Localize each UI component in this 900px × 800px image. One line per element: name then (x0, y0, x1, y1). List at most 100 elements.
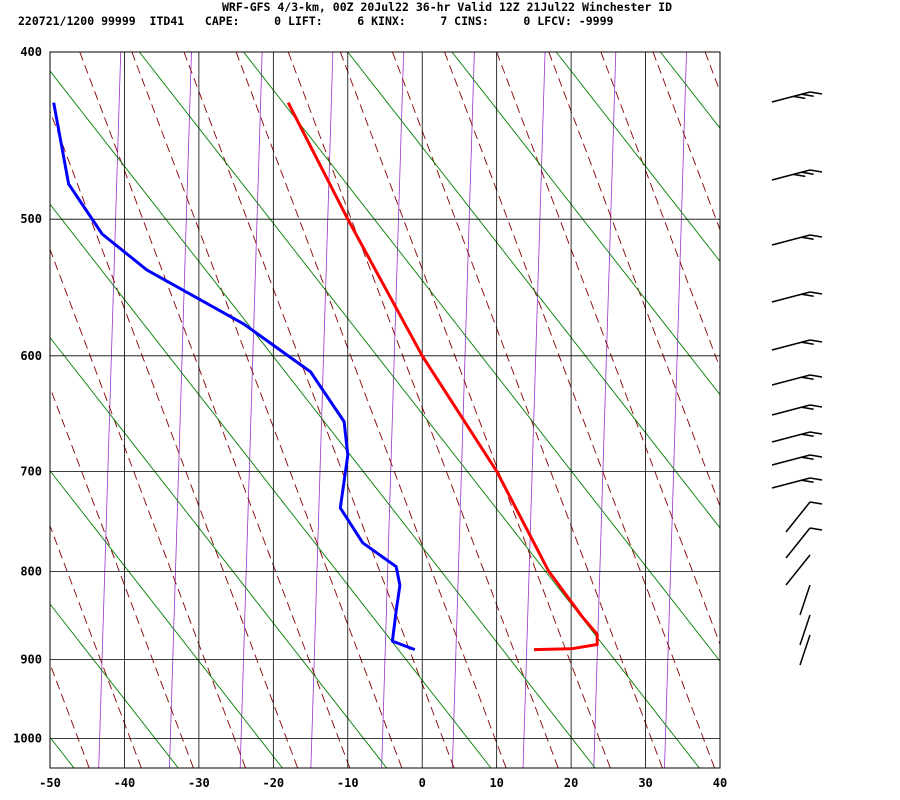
mixing-ratio-line (98, 52, 122, 768)
wind-barb-staff (799, 584, 811, 616)
dry-adiabat-line (869, 52, 900, 768)
mixing-ratio-line (664, 52, 687, 768)
wind-barb-flag (801, 171, 814, 175)
wind-barb-flag (809, 454, 823, 458)
y-tick-label: 800 (20, 564, 42, 578)
wind-barb (785, 527, 823, 559)
x-tick-label: -40 (114, 776, 136, 790)
moist-adiabat-line (704, 52, 720, 93)
wind-barb (771, 374, 823, 386)
wind-barb-flag (801, 236, 814, 240)
wind-barb (799, 614, 811, 646)
moist-adiabat-line (809, 52, 900, 768)
wind-barb (785, 501, 823, 533)
dry-adiabat-line (451, 52, 720, 396)
chart-title: WRF-GFS 4/3-km, 00Z 20Jul22 36-hr Valid … (222, 0, 673, 14)
wind-barb-staff (785, 527, 811, 559)
dry-adiabat-line (347, 52, 720, 529)
wind-barb-staff (771, 234, 811, 246)
wind-barb-staff (771, 404, 811, 416)
wind-barb (771, 477, 823, 489)
mixing-ratio-line (522, 52, 546, 768)
wind-barb (771, 431, 823, 443)
mixing-ratio-line (239, 52, 263, 768)
wind-barb-staff (771, 169, 811, 181)
mixing-ratio-line (593, 52, 617, 768)
wind-barb-staff (785, 501, 811, 533)
x-tick-label: 20 (564, 776, 578, 790)
sounding-indices: 220721/1200 99999 ITD41 CAPE: 0 LIFT: 6 … (18, 14, 614, 28)
wind-barb-flag (809, 501, 823, 505)
wind-barb-staff (771, 91, 811, 103)
wind-barb (799, 584, 811, 616)
wind-barb (771, 169, 823, 181)
moist-adiabat-line (50, 109, 299, 768)
mixing-ratio-line (735, 52, 757, 768)
moist-adiabat-line (548, 52, 720, 508)
wind-barb-flag (801, 406, 814, 410)
wind-barb (771, 291, 823, 303)
wind-barb (771, 404, 823, 416)
moist-adiabat-line (757, 52, 900, 768)
wind-barb-flag (809, 477, 823, 481)
mixing-ratio-line (381, 52, 405, 768)
moist-adiabat-line (444, 52, 715, 768)
temperature-profile (286, 102, 599, 652)
y-tick-label: 1000 (13, 732, 42, 746)
wind-barb-flag (809, 339, 823, 343)
x-tick-label: 0 (419, 776, 426, 790)
moist-adiabat-line (339, 52, 611, 768)
wind-barb-flag (809, 291, 823, 295)
wind-barb (799, 634, 811, 666)
y-tick-label: 900 (20, 653, 42, 667)
wind-barb-staff (771, 454, 811, 466)
mixing-ratio-line (169, 52, 192, 768)
y-tick-label: 500 (20, 212, 42, 226)
moist-adiabat-line (287, 52, 559, 768)
dry-adiabat-line (660, 52, 720, 129)
mixing-ratio-line (806, 52, 828, 768)
wind-barb-flag (801, 293, 814, 297)
wind-barb-flag (801, 376, 814, 380)
mixing-ratio-line (310, 52, 334, 768)
wind-barb-flag (801, 479, 814, 483)
moist-adiabat-line (50, 524, 142, 768)
moist-adiabat-line (131, 52, 403, 768)
dry-adiabat-line (555, 52, 720, 263)
wind-barb-flag (809, 431, 823, 435)
mixing-ratio-line (451, 52, 475, 768)
y-tick-label: 600 (20, 349, 42, 363)
moist-adiabat-line (392, 52, 663, 768)
wind-barb (771, 91, 823, 103)
dry-adiabat-line (243, 52, 720, 662)
wind-barb-staff (799, 634, 811, 666)
wind-barb (771, 234, 823, 246)
x-tick-label: 10 (489, 776, 503, 790)
y-tick-label: 700 (20, 464, 42, 478)
x-tick-label: -30 (188, 776, 210, 790)
moist-adiabat-line (79, 52, 351, 768)
wind-barb-flag (793, 95, 806, 100)
wind-barb (785, 554, 811, 586)
dry-adiabat-line (50, 336, 388, 768)
wind-barb-flag (809, 527, 823, 531)
wind-barb-flag (801, 341, 814, 345)
wind-barb-staff (799, 614, 811, 646)
dry-adiabat-line (50, 203, 492, 768)
wind-barb-flag (793, 173, 806, 178)
wind-barb-staff (785, 554, 811, 586)
wind-barb-flag (801, 456, 814, 460)
y-tick-label: 400 (20, 45, 42, 59)
x-tick-label: 40 (713, 776, 727, 790)
wind-barb-staff (771, 477, 811, 489)
dry-adiabat-line (50, 470, 283, 768)
moist-adiabat-line (50, 662, 90, 768)
wind-barb-flag (809, 169, 823, 173)
dry-adiabat-line (50, 70, 596, 768)
wind-barb-staff (771, 374, 811, 386)
wind-barbs (771, 91, 823, 666)
moist-adiabat-line (861, 52, 900, 768)
moist-adiabat-line (183, 52, 455, 768)
x-tick-label: 30 (638, 776, 652, 790)
